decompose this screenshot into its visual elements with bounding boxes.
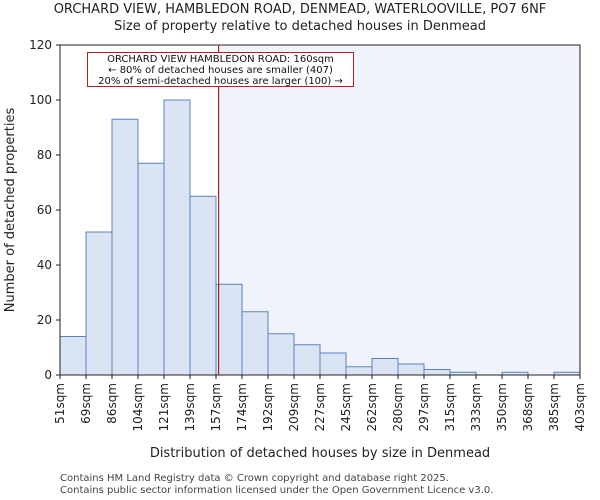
bar-297sqm — [423, 369, 451, 376]
annotation-line-1: ORCHARD VIEW HAMBLEDON ROAD: 160sqm — [107, 54, 334, 65]
bar-121sqm — [163, 99, 191, 376]
x-tick-label-245sqm: 245sqm — [339, 383, 353, 431]
bar-51sqm — [59, 336, 87, 376]
x-tick-label-139sqm: 139sqm — [183, 383, 197, 431]
annotation-line-2: ← 80% of detached houses are smaller (40… — [108, 65, 333, 76]
bar-209sqm — [293, 344, 321, 376]
x-tick-label-86sqm: 86sqm — [105, 383, 119, 424]
x-tick-label-51sqm: 51sqm — [53, 383, 67, 424]
x-tick-label-368sqm: 368sqm — [521, 383, 535, 431]
x-tick-label-297sqm: 297sqm — [417, 383, 431, 431]
chart-title: ORCHARD VIEW, HAMBLEDON ROAD, DENMEAD, W… — [53, 2, 547, 17]
bar-139sqm — [189, 195, 217, 376]
x-tick-label-350sqm: 350sqm — [495, 383, 509, 431]
x-tick-label-262sqm: 262sqm — [365, 383, 379, 431]
y-axis-label: Number of detached properties — [3, 108, 18, 313]
annotation-line-3: 20% of semi-detached houses are larger (… — [98, 76, 343, 87]
y-tick-label-0: 0 — [44, 368, 52, 382]
property-annotation-box: ORCHARD VIEW HAMBLEDON ROAD: 160sqm ← 80… — [87, 52, 354, 87]
bar-86sqm — [111, 118, 139, 376]
bar-227sqm — [319, 352, 347, 376]
bar-280sqm — [397, 363, 425, 376]
x-tick-label-157sqm: 157sqm — [209, 383, 223, 431]
bar-69sqm — [85, 231, 113, 376]
bar-174sqm — [241, 311, 269, 376]
x-tick-label-69sqm: 69sqm — [79, 383, 93, 424]
y-tick-label-120: 120 — [29, 38, 52, 52]
x-tick-label-385sqm: 385sqm — [547, 383, 561, 431]
bar-192sqm — [267, 333, 295, 376]
y-tick-label-60: 60 — [37, 203, 52, 217]
bar-245sqm — [345, 366, 373, 376]
x-tick-label-403sqm: 403sqm — [573, 383, 587, 431]
y-tick-label-40: 40 — [37, 258, 52, 272]
x-tick-label-174sqm: 174sqm — [235, 383, 249, 431]
chart-subtitle: Size of property relative to detached ho… — [114, 19, 486, 34]
x-tick-label-315sqm: 315sqm — [443, 383, 457, 431]
x-tick-label-209sqm: 209sqm — [287, 383, 301, 431]
bar-157sqm — [215, 283, 243, 376]
x-axis-label: Distribution of detached houses by size … — [150, 446, 490, 461]
x-tick-label-333sqm: 333sqm — [469, 383, 483, 431]
x-tick-label-227sqm: 227sqm — [313, 383, 327, 431]
x-tick-label-280sqm: 280sqm — [391, 383, 405, 431]
x-tick-label-104sqm: 104sqm — [131, 383, 145, 431]
x-tick-label-121sqm: 121sqm — [157, 383, 171, 431]
footer-line-2: Contains public sector information licen… — [60, 485, 494, 496]
y-tick-label-80: 80 — [37, 148, 52, 162]
bar-262sqm — [371, 358, 399, 376]
x-tick-label-192sqm: 192sqm — [261, 383, 275, 431]
y-tick-label-20: 20 — [37, 313, 52, 327]
highlight-region — [218, 45, 580, 375]
footer-line-1: Contains HM Land Registry data © Crown c… — [60, 473, 449, 484]
y-tick-label-100: 100 — [29, 93, 52, 107]
bar-104sqm — [137, 162, 165, 376]
